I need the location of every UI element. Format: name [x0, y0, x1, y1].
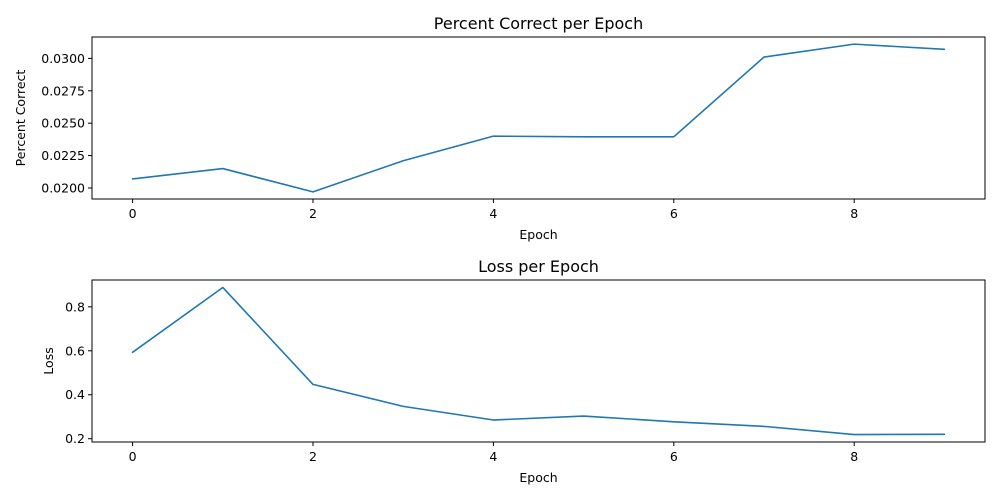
x-axis-label: Epoch: [519, 470, 557, 485]
x-tick-label: 0: [129, 206, 137, 221]
x-tick-label: 6: [670, 449, 678, 464]
x-tick-label: 4: [489, 449, 497, 464]
y-tick-label: 0.0225: [41, 148, 85, 163]
series-line: [131, 43, 946, 193]
x-tick-label: 0: [129, 449, 137, 464]
y-tick-label: 0.0300: [41, 51, 85, 66]
chart-loss: Loss per Epoch Epoch Loss 0 2 4 6 8 0.2 0.4 0.6…: [41, 257, 986, 485]
y-axis-label: Loss: [41, 347, 56, 374]
chart-title: Percent Correct per Epoch: [434, 14, 643, 33]
y-tick-label: 0.0200: [41, 180, 85, 195]
x-tick-label: 8: [850, 206, 858, 221]
chart-title: Loss per Epoch: [478, 257, 599, 276]
x-tick-label: 2: [309, 449, 317, 464]
series-line: [131, 286, 946, 436]
x-tick-label: 2: [309, 206, 317, 221]
y-tick-label: 0.0275: [41, 83, 85, 98]
x-tick-label: 4: [489, 206, 497, 221]
y-tick-label: 0.0250: [41, 116, 85, 131]
x-axis-label: Epoch: [519, 227, 557, 242]
y-tick-label: 0.4: [65, 387, 85, 402]
y-tick-label: 0.2: [65, 431, 85, 446]
chart-percent-correct: Percent Correct per Epoch Epoch Percent …: [13, 14, 986, 242]
plot-area-frame: [91, 279, 986, 443]
x-tick-label: 8: [850, 449, 858, 464]
y-axis-label: Percent Correct: [13, 70, 28, 167]
plot-area-frame: [91, 36, 986, 200]
y-tick-label: 0.6: [65, 343, 85, 358]
x-tick-label: 6: [670, 206, 678, 221]
y-tick-label: 0.8: [65, 299, 85, 314]
